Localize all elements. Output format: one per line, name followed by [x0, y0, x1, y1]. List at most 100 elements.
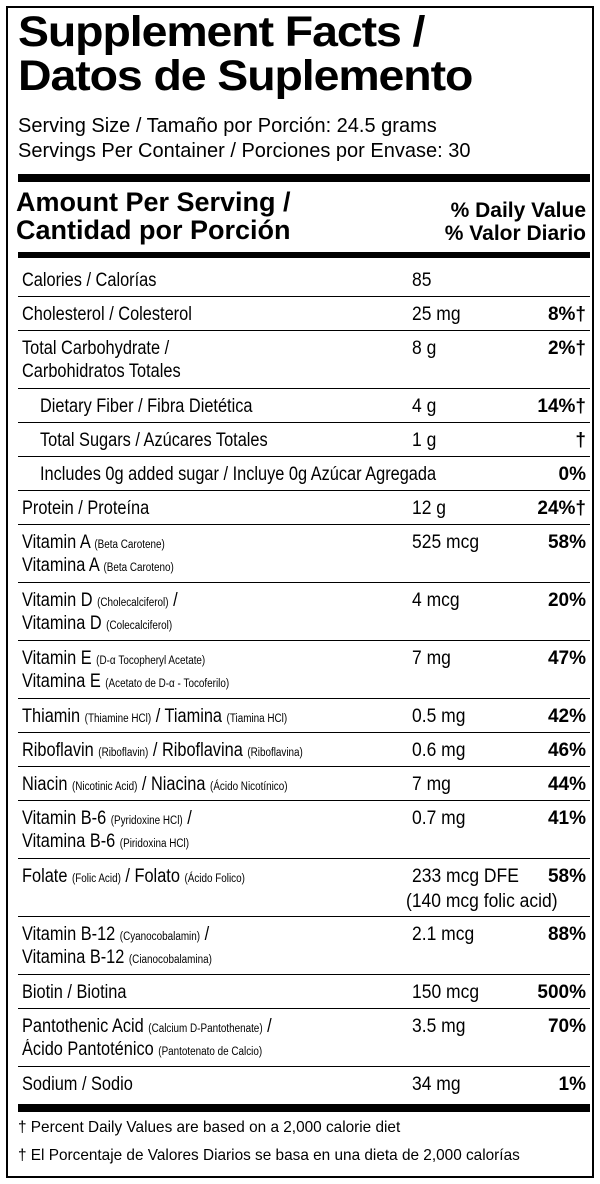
nutrient-label-es: Vitamina E — [22, 671, 101, 692]
nutrient-label: Total Sugars / Azúcares Totales — [40, 430, 268, 451]
nutrient-amount-note: (140 mcg folic acid) — [406, 891, 558, 912]
nutrient-label: Vitamin B-6 — [22, 808, 107, 829]
nutrient-name: Riboflavin (Riboflavin) / Riboflavina (R… — [22, 739, 303, 765]
nutrient-amount: 7 mg — [412, 648, 451, 669]
table-row: Riboflavin (Riboflavin) / Riboflavina (R… — [18, 733, 590, 767]
nutrient-source: (Folic Acid) — [71, 873, 121, 885]
table-row: Pantothenic Acid (Calcium D-Pantothenate… — [18, 1009, 590, 1067]
nutrient-daily-value: 88% — [547, 924, 586, 945]
nutrient-name-spanish: Vitamina D (Colecalciferol) — [22, 612, 172, 638]
table-row: Total Carbohydrate / Carbohidratos Totale… — [18, 331, 590, 389]
nutrient-name: Thiamin (Thiamine HCl) / Tiamina (Tiamin… — [22, 705, 287, 731]
label-separator: / — [200, 924, 210, 945]
nutrient-daily-value: 8%† — [547, 304, 586, 325]
table-row: Vitamin B-12 (Cyanocobalamin) / Vitamina … — [18, 917, 590, 975]
title-line-2: Datos de Suplemento — [18, 52, 473, 100]
nutrient-daily-value: 70% — [547, 1016, 586, 1037]
nutrient-source-es: (Tiamina HCl) — [226, 713, 288, 725]
table-row: Dietary Fiber / Fibra Dietética 4 g 14%† — [18, 389, 590, 423]
label-separator: / — [182, 808, 192, 829]
nutrient-label-es: Vitamina A — [22, 555, 99, 576]
nutrient-amount: 0.5 mg — [412, 706, 466, 727]
nutrient-label-es: Vitamina D — [22, 613, 102, 634]
nutrient-label-es: Vitamina B-6 — [22, 831, 116, 852]
nutrient-amount: 3.5 mg — [412, 1016, 466, 1037]
nutrient-label: Cholesterol / Colesterol — [22, 304, 192, 325]
row-divider — [18, 330, 590, 331]
nutrient-daily-value: 58% — [547, 532, 586, 553]
row-divider — [18, 582, 590, 583]
daily-value-heading: % Daily Value — [450, 199, 586, 222]
servings-per-container: Servings Per Container / Porciones por E… — [18, 140, 471, 162]
thick-rule-top — [18, 174, 590, 182]
nutrient-amount: 4 g — [412, 396, 437, 417]
nutrient-source: (Beta Carotene) — [94, 539, 165, 551]
row-divider — [18, 858, 590, 859]
nutrient-label-es: / Niacina — [137, 774, 206, 795]
amount-per-serving-heading: Amount Per Serving / — [16, 187, 291, 217]
nutrient-daily-value: 20% — [547, 590, 586, 611]
row-divider — [18, 388, 590, 389]
table-row: Cholesterol / Colesterol 25 mg 8%† — [18, 297, 590, 331]
nutrient-amount: 85 — [412, 270, 432, 291]
nutrient-name: Includes 0g added sugar / Incluye 0g Azú… — [40, 463, 436, 486]
nutrient-source-es: (Pantotenato de Calcio) — [158, 1046, 263, 1058]
nutrient-amount: 7 mg — [412, 774, 451, 795]
nutrient-amount: 1 g — [412, 430, 437, 451]
nutrient-label: Protein / Proteína — [22, 498, 150, 519]
nutrient-name: Vitamin B-6 (Pyridoxine HCl) / — [22, 807, 192, 833]
row-divider — [18, 732, 590, 733]
row-divider — [18, 766, 590, 767]
nutrient-name-spanish: Vitamina A (Beta Caroteno) — [22, 554, 174, 580]
nutrient-name-spanish: Ácido Pantoténico (Pantotenato de Calcio… — [22, 1038, 262, 1064]
nutrient-label: Sodium / Sodio — [22, 1074, 133, 1095]
nutrient-name: Protein / Proteína — [22, 497, 149, 520]
nutrient-daily-value: 47% — [547, 648, 586, 669]
label-separator: / — [262, 1016, 272, 1037]
nutrient-name: Dietary Fiber / Fibra Dietética — [40, 395, 252, 418]
row-divider — [18, 800, 590, 801]
nutrient-source: (D-α Tocopheryl Acetate) — [96, 655, 206, 667]
nutrient-daily-value: 44% — [547, 774, 586, 795]
thick-rule-bottom — [18, 1104, 590, 1112]
nutrient-name: Total Carbohydrate / — [22, 337, 169, 360]
nutrient-amount: 0.6 mg — [412, 740, 466, 761]
nutrient-source: (Nicotinic Acid) — [71, 781, 138, 793]
nutrient-amount: 8 g — [412, 338, 437, 359]
nutrient-daily-value: 42% — [547, 706, 586, 727]
nutrient-label: Dietary Fiber / Fibra Dietética — [40, 396, 253, 417]
nutrient-daily-value: 1% — [558, 1074, 586, 1095]
nutrient-name: Vitamin A (Beta Carotene) — [22, 531, 165, 557]
nutrient-source: (Calcium D-Pantothenate) — [148, 1023, 263, 1035]
nutrient-name: Cholesterol / Colesterol — [22, 303, 192, 326]
table-row: Vitamin A (Beta Carotene) Vitamina A (Bet… — [18, 525, 590, 583]
nutrient-label-es: / Tiamina — [151, 706, 223, 727]
nutrient-source: (Thiamine HCl) — [84, 713, 152, 725]
row-divider — [18, 974, 590, 975]
nutrient-label: Calories / Calorías — [22, 270, 157, 291]
nutrient-label: Folate — [22, 866, 68, 887]
nutrient-amount: 2.1 mcg — [412, 924, 475, 945]
nutrient-name: Sodium / Sodio — [22, 1073, 133, 1096]
nutrient-amount: 25 mg — [412, 304, 461, 325]
table-row: Vitamin E (D-α Tocopheryl Acetate) Vitami… — [18, 641, 590, 699]
nutrient-amount: 12 g — [412, 498, 447, 519]
nutrient-source-es: (Colecalciferol) — [106, 620, 173, 632]
nutrient-amount: 0.7 mg — [412, 808, 466, 829]
nutrient-name: Vitamin E (D-α Tocopheryl Acetate) — [22, 647, 205, 673]
nutrient-name-spanish: Vitamina B-12 (Cianocobalamina) — [22, 946, 212, 972]
row-divider — [18, 296, 590, 297]
footnote-english: † Percent Daily Values are based on a 2,… — [18, 1119, 401, 1136]
row-divider — [18, 1066, 590, 1067]
nutrient-label: Thiamin — [22, 706, 81, 727]
label-separator: / — [168, 590, 178, 611]
nutrient-daily-value: 500% — [537, 982, 586, 1003]
nutrient-name-spanish: Vitamina E (Acetato de D-α - Tocoferilo) — [22, 670, 229, 696]
nutrient-label: Includes 0g added sugar / Incluye 0g Azú… — [40, 464, 437, 485]
footnote-spanish: † El Porcentaje de Valores Diarios se ba… — [18, 1147, 520, 1164]
nutrient-label: Pantothenic Acid — [22, 1016, 144, 1037]
nutrient-label: Vitamin A — [22, 532, 90, 553]
nutrient-amount: 34 mg — [412, 1074, 461, 1095]
nutrient-amount: 233 mcg DFE — [412, 866, 519, 887]
serving-size: Serving Size / Tamaño por Porción: 24.5 … — [18, 115, 437, 137]
